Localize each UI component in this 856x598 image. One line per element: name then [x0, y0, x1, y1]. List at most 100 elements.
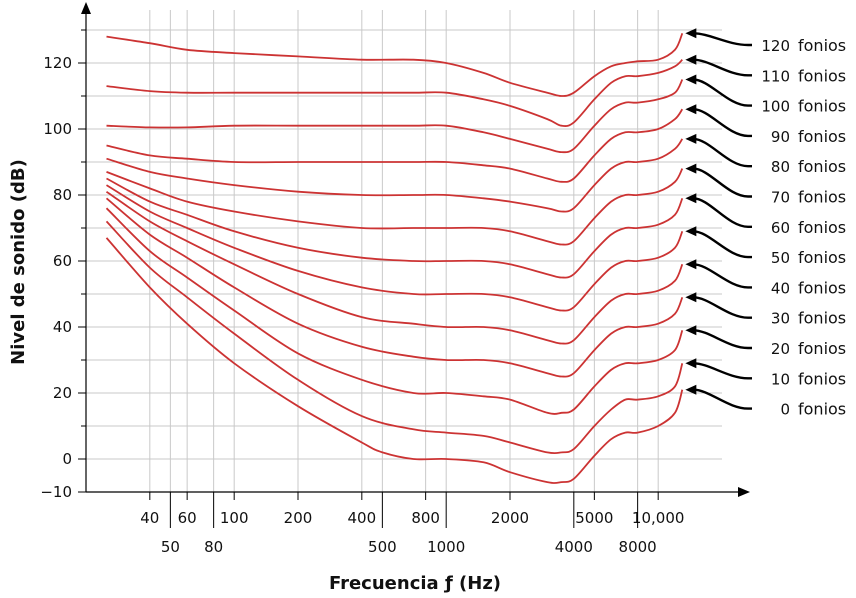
phon-curve-80 [106, 138, 684, 213]
y-ticks: 120 100 80 60 40 20 0 −10 [40, 29, 86, 501]
y-tick-label: 60 [53, 252, 72, 270]
label-arrowhead [685, 292, 697, 303]
label-value: 60 [771, 219, 790, 237]
x-tick-label: 50 [161, 538, 180, 556]
label-value: 90 [771, 128, 790, 146]
label-arrowhead [685, 133, 697, 144]
label-unit: fonios [798, 400, 846, 419]
x-tick-label: 800 [411, 509, 440, 527]
label-leader-line [693, 296, 752, 319]
label-value: 10 [771, 370, 790, 388]
phon-curve-0 [105, 237, 684, 484]
label-unit: fonios [798, 339, 846, 358]
curve-label-90: 90 fonios [685, 104, 846, 146]
x-tick-label: 60 [178, 509, 197, 527]
x-tick-label: 2000 [491, 509, 529, 527]
label-leader-line [693, 388, 752, 410]
label-value: 30 [771, 310, 790, 328]
grid [86, 10, 722, 492]
phon-curve-120 [106, 32, 684, 97]
phon-curve-110 [106, 59, 683, 127]
label-arrowhead [685, 193, 697, 204]
label-unit: fonios [798, 309, 846, 328]
label-arrowhead [685, 28, 697, 39]
label-value: 40 [771, 279, 790, 297]
label-leader-line [693, 263, 752, 289]
label-leader-line [693, 58, 752, 77]
x-tick-label: 500 [368, 538, 397, 556]
curve-label-120: 120 fonios [685, 28, 846, 55]
phon-curve-90 [106, 108, 684, 183]
label-unit: fonios [798, 188, 846, 207]
y-tick-label: 0 [62, 450, 72, 468]
label-unit: fonios [798, 66, 846, 85]
x-tick-label: 200 [284, 509, 313, 527]
y-tick-label: 100 [43, 120, 72, 138]
y-tick-label: −10 [40, 483, 72, 501]
phon-curve-30 [105, 197, 684, 378]
label-value: 20 [771, 340, 790, 358]
label-arrowhead [685, 54, 697, 65]
phon-curve-60 [106, 177, 684, 279]
label-value: 120 [761, 37, 790, 55]
label-unit: fonios [798, 248, 846, 267]
x-tick-label: 1000 [427, 538, 465, 556]
x-axis-arrow [738, 487, 750, 497]
label-unit: fonios [798, 127, 846, 146]
label-arrowhead [685, 384, 697, 395]
label-leader-line [693, 108, 752, 138]
label-arrowhead [685, 74, 697, 85]
label-unit: fonios [798, 369, 846, 388]
x-tick-label: 8000 [619, 538, 657, 556]
phon-curve-20 [105, 207, 684, 415]
phon-curve-70 [106, 168, 684, 246]
label-arrowhead [685, 163, 697, 174]
y-axis-arrow [81, 2, 91, 14]
label-arrowhead [685, 226, 697, 237]
x-axis-title: Frecuencia ƒ (Hz) [329, 573, 501, 594]
x-tick-label: 40 [140, 509, 159, 527]
label-leader-line [693, 329, 752, 350]
label-arrowhead [685, 358, 697, 369]
label-value: 0 [780, 401, 790, 419]
phon-curve-40 [105, 190, 684, 345]
curve-label-40: 40 fonios [685, 259, 846, 297]
label-leader-line [693, 32, 752, 47]
curve-label-10: 10 fonios [685, 358, 846, 388]
label-unit: fonios [798, 218, 846, 237]
curve-label-0: 0 fonios [685, 384, 846, 419]
phon-curve-100 [106, 79, 684, 154]
curve-label-110: 110 fonios [685, 54, 846, 85]
curve-label-30: 30 fonios [685, 292, 846, 328]
x-tick-label: 4000 [555, 538, 593, 556]
label-unit: fonios [798, 278, 846, 297]
curve-label-100: 100 fonios [685, 74, 846, 116]
x-tick-label: 100 [220, 509, 249, 527]
label-value: 100 [761, 98, 790, 116]
curve-label-70: 70 fonios [685, 163, 846, 207]
curve-label-50: 50 fonios [685, 226, 846, 267]
axes [81, 2, 750, 497]
x-tick-label: 400 [347, 509, 376, 527]
y-tick-label: 40 [53, 318, 72, 336]
label-unit: fonios [798, 36, 846, 55]
x-tick-label: 80 [204, 538, 223, 556]
label-leader-line [693, 230, 752, 259]
phon-curve-10 [105, 220, 684, 455]
y-axis-title: Nivel de sonido (dB) [8, 159, 29, 365]
label-unit: fonios [798, 157, 846, 176]
label-value: 80 [771, 158, 790, 176]
y-tick-label: 20 [53, 384, 72, 402]
label-leader-line [693, 362, 752, 380]
label-arrowhead [685, 259, 697, 270]
label-leader-line [693, 197, 752, 228]
label-leader-line [693, 137, 752, 168]
x-ticks: 40 60 100 200 400 800 2000 5000 10,000 50 80 500 100… [140, 492, 684, 556]
y-tick-label: 120 [43, 54, 72, 72]
y-tick-label: 80 [53, 186, 72, 204]
curves [105, 32, 684, 484]
phon-curve-50 [106, 184, 684, 312]
label-leader-line [693, 78, 752, 107]
curve-label-20: 20 fonios [685, 325, 846, 358]
